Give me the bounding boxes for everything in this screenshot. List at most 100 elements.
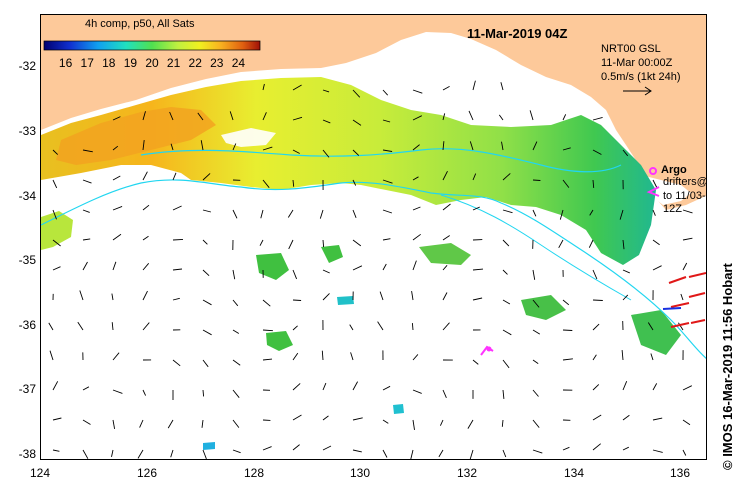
current-vector <box>352 449 362 453</box>
current-vector <box>170 449 174 458</box>
current-vector <box>322 119 331 124</box>
current-vector <box>292 414 302 421</box>
current-vector <box>652 265 662 271</box>
current-vector <box>292 149 300 154</box>
imos-credit: © IMOS 16-Mar-2019 11:56 Hobart <box>720 263 735 470</box>
colorbar-tick-label: 17 <box>81 56 95 70</box>
current-vector <box>172 359 181 367</box>
current-vector <box>262 329 273 332</box>
drifter-legend-icon <box>646 186 660 197</box>
current-vector <box>172 172 177 181</box>
x-tick-label: 126 <box>136 466 158 480</box>
current-vector <box>412 206 421 211</box>
drifter-tracks[interactable] <box>668 272 706 328</box>
current-vector <box>592 299 603 301</box>
current-vector <box>621 350 624 361</box>
current-vector <box>322 239 325 248</box>
current-vector <box>169 111 174 121</box>
colorbar-tick-label: 18 <box>102 56 116 70</box>
current-vector <box>352 265 363 271</box>
current-vector <box>377 321 384 331</box>
current-vector <box>52 149 59 155</box>
current-vector <box>650 353 654 361</box>
current-vector <box>562 299 570 306</box>
altimetry-contour-2 <box>140 148 622 173</box>
current-vector <box>592 384 600 391</box>
current-legend-line3: 0.5m/s (1kt 24h) <box>601 71 681 83</box>
current-vector <box>202 209 212 213</box>
current-vector <box>472 206 480 211</box>
current-vector <box>652 239 660 246</box>
current-vector <box>142 290 148 301</box>
current-vector <box>82 449 89 459</box>
colorbar-tick-labels: 16 17 18 19 20 21 22 23 24 <box>59 56 245 70</box>
current-vector <box>502 359 510 369</box>
current-vector <box>502 299 511 305</box>
current-vector <box>472 80 476 91</box>
x-tick-label: 130 <box>349 466 371 480</box>
current-vector <box>202 449 207 459</box>
current-vector <box>172 268 183 271</box>
current-vector <box>352 381 358 391</box>
current-vector <box>82 261 88 271</box>
current-vector <box>112 389 123 394</box>
map-frame[interactable]: 16 17 18 19 20 21 22 23 24 4h comp, p50, All Sat… <box>40 14 707 460</box>
current-vector <box>142 263 150 271</box>
current-vector <box>412 233 421 241</box>
current-vector <box>202 173 211 181</box>
current-vector <box>382 119 391 123</box>
current-vector <box>502 329 512 336</box>
drifter-legend-line1: drifters@12h <box>663 176 707 188</box>
current-vector <box>352 119 362 126</box>
y-tick-label: -35 <box>18 253 36 267</box>
current-vector <box>52 266 61 271</box>
gulf-water <box>641 175 691 205</box>
current-vector <box>382 419 389 424</box>
current-vector <box>682 209 693 214</box>
y-tick-label: -32 <box>18 59 36 73</box>
current-vector <box>592 179 595 188</box>
current-vector <box>562 179 570 188</box>
current-vector <box>682 237 693 241</box>
current-vector <box>412 354 419 361</box>
current-vector <box>52 417 62 421</box>
current-vector <box>412 419 415 430</box>
y-tick-label: -33 <box>18 124 36 138</box>
current-vector <box>139 419 144 428</box>
current-vector <box>442 170 448 181</box>
current-vector <box>322 445 332 451</box>
sst-warm-core <box>56 107 216 165</box>
current-vector <box>111 449 114 457</box>
argo-float-marker[interactable] <box>486 346 492 352</box>
current-vector <box>111 322 114 331</box>
current-vector <box>172 297 180 301</box>
current-vector <box>142 235 149 241</box>
current-vector <box>382 209 393 214</box>
current-vector <box>292 352 299 361</box>
sst-patch-cyan-2 <box>393 404 404 414</box>
current-vector <box>412 115 422 121</box>
current-vector <box>232 299 239 307</box>
current-vector <box>111 293 114 301</box>
current-vector <box>322 382 327 391</box>
current-vector <box>502 239 510 247</box>
current-vector <box>202 269 210 277</box>
x-tick-label: 136 <box>669 466 691 480</box>
map-canvas[interactable]: 16 17 18 19 20 21 22 23 24 <box>41 15 707 460</box>
sst-patch-6 <box>266 331 293 351</box>
current-vector <box>498 114 504 121</box>
current-vector <box>502 173 511 181</box>
current-vector <box>438 449 444 458</box>
current-vector <box>622 446 629 451</box>
current-vector <box>678 322 684 331</box>
current-vector <box>82 209 90 213</box>
current-vector <box>262 299 271 307</box>
current-vector <box>379 291 384 301</box>
current-vector <box>52 179 58 189</box>
date-title: 11-Mar-2019 04Z <box>467 26 568 41</box>
current-vector <box>562 446 570 451</box>
current-vector <box>167 419 174 429</box>
current-vector <box>262 358 273 361</box>
current-vector <box>442 389 447 398</box>
current-vector <box>382 149 393 152</box>
